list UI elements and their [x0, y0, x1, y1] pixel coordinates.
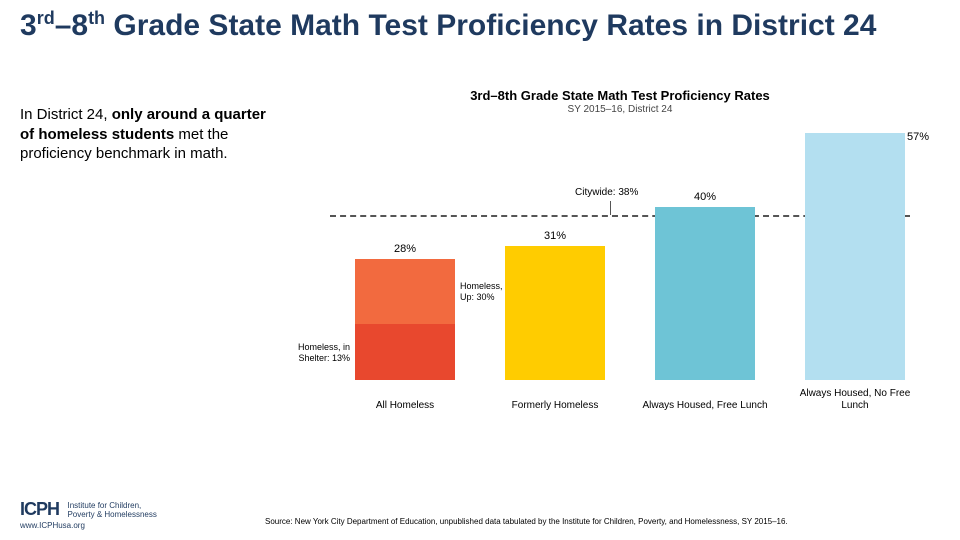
bar-3-category-label: Always Housed, No Free Lunch — [790, 388, 920, 412]
footer: ICPH Institute for Children, Poverty & H… — [20, 499, 940, 530]
bar-2-category-label: Always Housed, Free Lunch — [640, 400, 770, 412]
logo-line1: Institute for Children, — [67, 501, 141, 510]
bar-0-stack-0-label: Homeless, in Shelter: 13% — [295, 342, 350, 364]
title-rest: Grade State Math Test Proficiency Rates … — [105, 9, 876, 42]
source-text: Source: New York City Department of Educ… — [265, 517, 788, 526]
bar-3-stack-0 — [805, 133, 905, 380]
title-sup2: th — [88, 8, 105, 28]
bar-2: Always Housed, Free Lunch — [655, 207, 755, 380]
chart-plot: Citywide: 38%Homeless, in Shelter: 13%Ho… — [330, 120, 910, 380]
bar-0-stack-0 — [355, 324, 455, 380]
desc-prefix: In District 24, — [20, 106, 112, 123]
title-dash: –8 — [55, 9, 88, 42]
bar-1: Formerly Homeless — [505, 246, 605, 380]
logo-text: Institute for Children, Poverty & Homele… — [67, 502, 156, 520]
bar-0-category-label: All Homeless — [340, 400, 470, 412]
logo-line2: Poverty & Homelessness — [67, 510, 156, 519]
bar-0-stack-1 — [355, 259, 455, 324]
title-sup1: rd — [37, 8, 55, 28]
citywide-label: Citywide: 38% — [575, 187, 638, 198]
description-text: In District 24, only around a quarter of… — [20, 105, 280, 164]
bar-3-value-label: 57% — [907, 131, 957, 143]
logo: ICPH Institute for Children, Poverty & H… — [20, 499, 157, 530]
bar-0: All Homeless — [355, 259, 455, 380]
bar-2-stack-0 — [655, 207, 755, 380]
bar-1-category-label: Formerly Homeless — [490, 400, 620, 412]
chart-area: 3rd–8th Grade State Math Test Proficienc… — [300, 88, 940, 448]
bar-0-value-label: 28% — [380, 243, 430, 255]
bar-3: Always Housed, No Free Lunch — [805, 133, 905, 380]
chart-title: 3rd–8th Grade State Math Test Proficienc… — [350, 88, 890, 103]
slide-title: 3rd–8th Grade State Math Test Proficienc… — [20, 8, 940, 44]
citywide-tick — [610, 201, 611, 215]
title-pre1: 3 — [20, 9, 37, 42]
bar-2-value-label: 40% — [680, 191, 730, 203]
logo-acronym: ICPH — [20, 499, 59, 520]
chart-subtitle: SY 2015–16, District 24 — [350, 104, 890, 115]
bar-1-stack-0 — [505, 246, 605, 380]
bar-1-value-label: 31% — [530, 230, 580, 242]
logo-url: www.ICPHusa.org — [20, 521, 157, 530]
